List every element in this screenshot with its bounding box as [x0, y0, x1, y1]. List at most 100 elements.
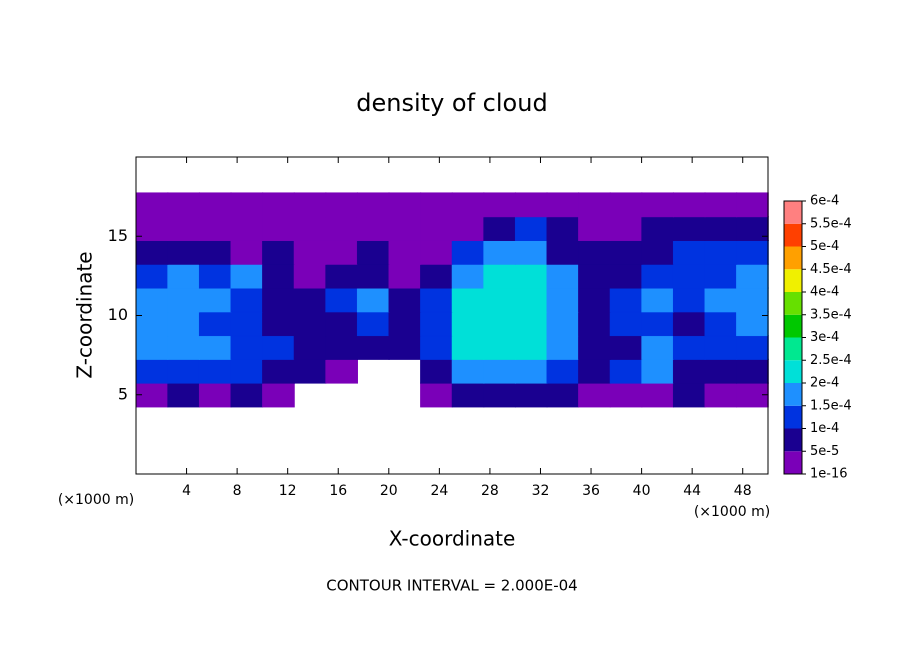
contour-cell: [388, 216, 422, 241]
contour-cell: [293, 263, 327, 289]
contour-cell: [483, 382, 516, 408]
contour-cell: [325, 239, 358, 265]
contour-cell: [546, 335, 580, 360]
contour-cell: [641, 287, 674, 313]
colorbar-label: 1e-4: [810, 421, 839, 436]
contour-cell: [514, 192, 548, 218]
contour-cell: [356, 216, 390, 241]
contour-cell: [451, 216, 485, 241]
x-tick-label: 16: [329, 483, 347, 499]
colorbar-label: 5e-5: [810, 444, 839, 459]
colorbar-label: 5e-4: [810, 239, 839, 254]
contour-cell: [420, 239, 453, 265]
contour-cell: [167, 335, 200, 360]
contour-cell: [609, 335, 643, 360]
contour-cell: [641, 192, 674, 218]
contour-cell: [293, 287, 327, 313]
contour-cell: [198, 287, 232, 313]
contour-cell: [736, 263, 769, 289]
contour-cell: [672, 287, 706, 313]
x-tick-label: 32: [532, 483, 550, 499]
x-tick-label: 44: [683, 483, 701, 499]
contour-cell: [325, 287, 358, 313]
contour-cell: [167, 358, 200, 384]
contour-cell: [672, 358, 706, 384]
contour-cell: [356, 239, 390, 265]
contour-cell: [578, 335, 611, 360]
contour-cell: [514, 382, 548, 408]
contour-cell: [356, 192, 390, 218]
colorbar-band: [784, 337, 802, 361]
contour-cell: [483, 358, 516, 384]
colorbar-band: [784, 428, 802, 452]
contour-cell: [167, 216, 200, 241]
contour-cell: [135, 239, 169, 265]
contour-cell: [578, 311, 611, 337]
contour-cell: [546, 311, 580, 337]
contour-cell: [704, 239, 738, 265]
contour-cell: [514, 311, 548, 337]
contour-cell: [262, 263, 295, 289]
contour-cell: [388, 311, 422, 337]
contour-cell: [388, 335, 422, 360]
colorbar-band: [784, 314, 802, 338]
contour-cell: [451, 382, 485, 408]
contour-cell: [736, 358, 769, 384]
colorbar-band: [784, 201, 802, 224]
contour-cell: [609, 287, 643, 313]
x-tick-label: 24: [430, 483, 448, 499]
contour-cell: [356, 263, 390, 289]
contour-cell: [704, 311, 738, 337]
x-tick-label: 8: [233, 483, 242, 499]
contour-cell: [641, 311, 674, 337]
contour-cell: [420, 287, 453, 313]
x-tick-label: 48: [734, 483, 752, 499]
colorbar-label: 6e-4: [810, 194, 839, 209]
contour-cell: [483, 192, 516, 218]
contour-cell: [230, 311, 264, 337]
contour-cell: [230, 382, 264, 408]
colorbar-band: [784, 269, 802, 292]
contour-cell: [546, 358, 580, 384]
contour-cell: [325, 311, 358, 337]
contour-cell: [356, 287, 390, 313]
x-axis-label: X-coordinate: [389, 527, 516, 551]
contour-cell: [356, 311, 390, 337]
contour-cell: [546, 263, 580, 289]
contour-cell: [230, 216, 264, 241]
contour-cell: [704, 192, 738, 218]
colorbar-label: 4.5e-4: [810, 262, 852, 277]
contour-cell: [451, 239, 485, 265]
colorbar-label: 1e-16: [810, 467, 848, 482]
contour-cell: [451, 192, 485, 218]
y-tick-label: 10: [108, 305, 128, 324]
x-tick-label: 40: [633, 483, 651, 499]
contour-cell: [609, 358, 643, 384]
contour-cell: [325, 192, 358, 218]
contour-cell: [609, 216, 643, 241]
contour-cell: [135, 216, 169, 241]
colorbar-band: [784, 383, 802, 406]
contour-cell: [609, 239, 643, 265]
contour-cell: [641, 216, 674, 241]
contour-cell: [641, 335, 674, 360]
contour-cell: [578, 287, 611, 313]
contour-cell: [167, 192, 200, 218]
contour-cell: [546, 239, 580, 265]
contour-cell: [262, 239, 295, 265]
contour-cell: [609, 263, 643, 289]
contour-cell: [578, 192, 611, 218]
contour-cell: [420, 263, 453, 289]
colorbar-label: 2e-4: [810, 376, 839, 391]
contour-cell: [135, 263, 169, 289]
contour-cell: [230, 263, 264, 289]
contour-cell: [135, 335, 169, 360]
colorbar-label: 2.5e-4: [810, 353, 852, 368]
contour-cell: [198, 311, 232, 337]
contour-cell: [609, 382, 643, 408]
contour-cell: [704, 358, 738, 384]
contour-cell: [325, 335, 358, 360]
contour-cell: [672, 216, 706, 241]
axes: 4 8 12 16 20 24 28 32 36 40 44 48510151e-165e-51e-4…: [108, 156, 852, 499]
contour-cell: [135, 192, 169, 218]
